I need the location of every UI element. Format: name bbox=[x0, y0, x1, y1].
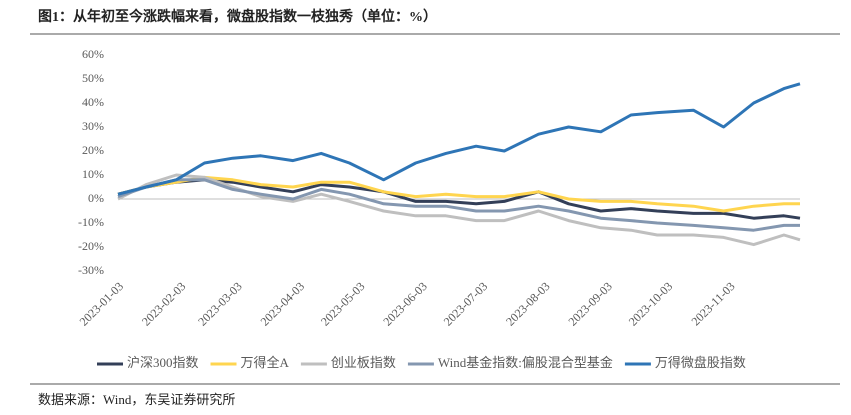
y-tick-label: 10% bbox=[82, 167, 104, 181]
source: 数据来源：Wind，东吴证券研究所 bbox=[38, 392, 235, 407]
x-tick-label: 2023-06-03 bbox=[380, 279, 429, 328]
x-tick-label: 2023-02-03 bbox=[139, 279, 188, 328]
y-tick-label: 20% bbox=[82, 143, 104, 157]
legend-label: Wind基金指数:偏股混合型基金 bbox=[438, 355, 613, 370]
series-line bbox=[117, 173, 801, 247]
y-tick-label: -10% bbox=[78, 215, 104, 229]
legend-label: 万得全A bbox=[241, 355, 290, 370]
x-tick-label: 2023-03-03 bbox=[195, 279, 244, 328]
series-line bbox=[117, 178, 801, 220]
series-line bbox=[117, 178, 800, 232]
legend-label: 创业板指数 bbox=[331, 355, 396, 370]
y-tick-label: 0% bbox=[88, 191, 104, 205]
x-tick-label: 2023-11-03 bbox=[688, 279, 737, 328]
y-tick-label: -20% bbox=[78, 239, 104, 253]
chart-title: 图1：从年初至今涨跌幅来看，微盘股指数一枝独秀（单位：%） bbox=[38, 8, 437, 25]
y-tick-label: 40% bbox=[82, 95, 104, 109]
y-tick-label: 50% bbox=[82, 71, 104, 85]
x-tick-label: 2023-07-03 bbox=[441, 279, 490, 328]
series-line bbox=[117, 82, 801, 196]
series-line bbox=[117, 175, 800, 213]
x-tick-label: 2023-09-03 bbox=[565, 279, 614, 328]
x-tick-label: 2023-01-03 bbox=[77, 279, 126, 328]
x-tick-label: 2023-05-03 bbox=[318, 279, 367, 328]
x-tick-label: 2023-10-03 bbox=[626, 279, 675, 328]
legend-label: 万得微盘股指数 bbox=[655, 355, 746, 370]
legend-label: 沪深300指数 bbox=[127, 355, 199, 370]
y-tick-label: -30% bbox=[78, 263, 104, 277]
x-tick-label: 2023-08-03 bbox=[503, 279, 552, 328]
y-tick-label: 30% bbox=[82, 119, 104, 133]
y-tick-label: 60% bbox=[82, 47, 104, 61]
x-tick-label: 2023-04-03 bbox=[258, 279, 307, 328]
